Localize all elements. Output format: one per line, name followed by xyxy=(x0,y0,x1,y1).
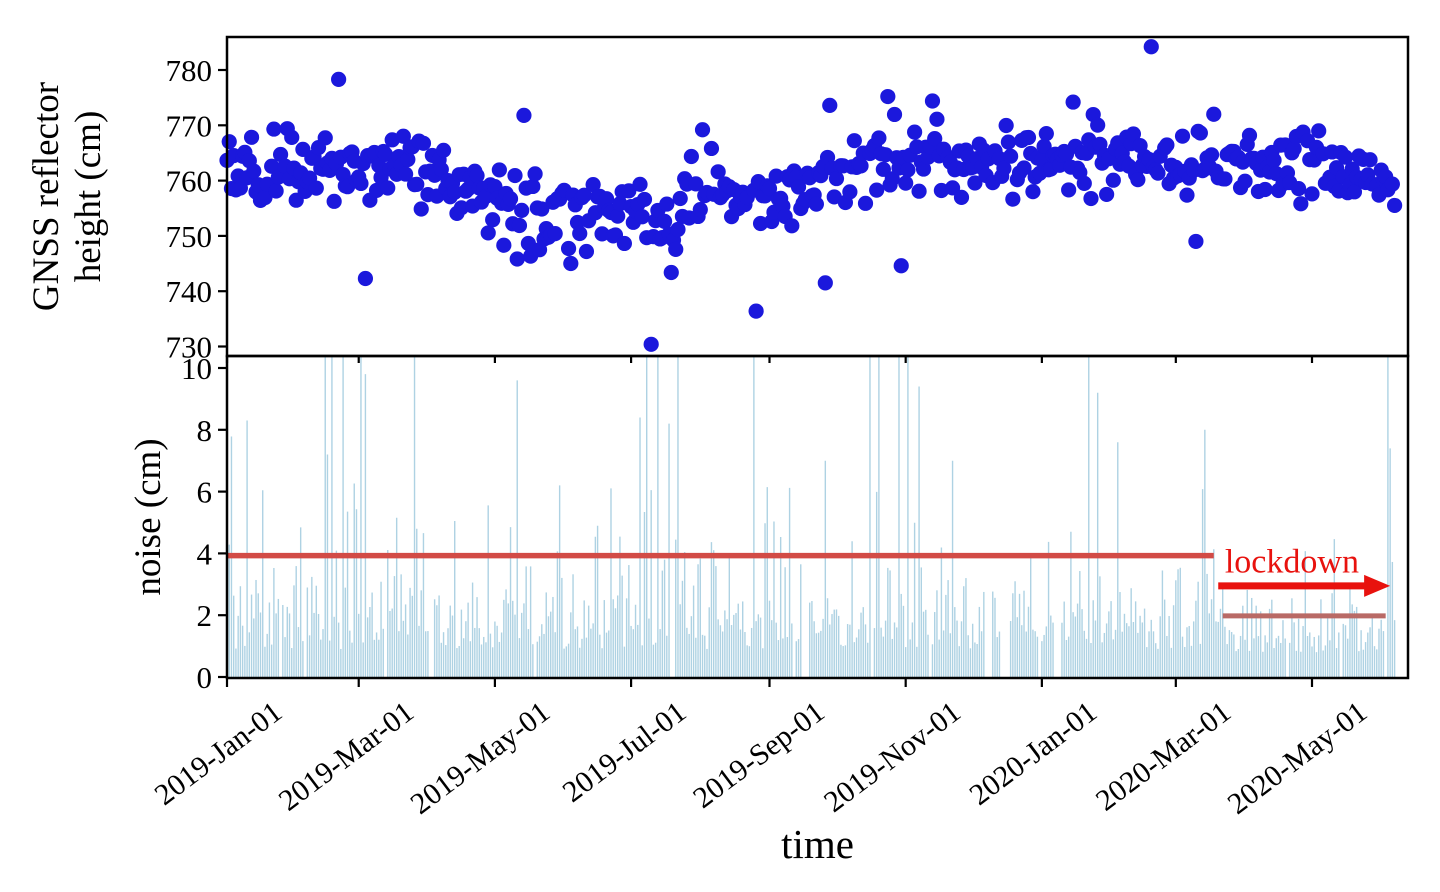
panel-frames xyxy=(225,35,1410,680)
axis-ticks xyxy=(218,68,1314,687)
noise-ytick-label: 2 xyxy=(197,598,213,633)
noise-ytick-label: 4 xyxy=(197,536,213,571)
time-axis-label: time xyxy=(781,821,854,867)
noise-axis-label: noise (cm) xyxy=(128,438,169,595)
height-ytick-label: 780 xyxy=(166,53,213,88)
lockdown-annotations: lockdown xyxy=(227,544,1391,619)
height-axis-label-line1: GNSS reflector xyxy=(26,82,67,311)
x-tick-label: 2019-Jan-01 xyxy=(149,695,289,812)
x-tick-label: 2020-May-01 xyxy=(1222,695,1374,821)
lockdown-label: lockdown xyxy=(1225,544,1359,581)
lockdown-arrow-head xyxy=(1364,574,1391,597)
height-scatter-points xyxy=(219,39,1403,352)
height-ytick-label: 750 xyxy=(166,219,213,254)
x-tick-label: 2020-Jan-01 xyxy=(963,695,1103,812)
height-ytick-label: 770 xyxy=(166,108,213,143)
noise-ytick-label: 0 xyxy=(197,660,213,695)
noise-panel-frame xyxy=(225,354,1410,680)
noise-ytick-label: 8 xyxy=(197,413,213,448)
noise-ytick-label: 6 xyxy=(197,475,213,510)
noise-bars xyxy=(226,355,1396,678)
x-tick-label: 2019-Mar-01 xyxy=(273,695,420,817)
noise-ytick-label: 10 xyxy=(181,351,212,386)
height-ytick-label: 730 xyxy=(166,330,213,365)
height-axis-label-line2: height (cm) xyxy=(68,111,109,283)
x-tick-label: 2020-Mar-01 xyxy=(1090,695,1237,817)
height-ytick-label: 740 xyxy=(166,274,213,309)
height-ytick-label: 760 xyxy=(166,164,213,199)
x-tick-label: 2019-May-01 xyxy=(404,695,556,821)
x-tick-label: 2019-Nov-01 xyxy=(818,695,967,819)
x-tick-label: 2019-Sep-01 xyxy=(687,695,831,815)
axis-titles: GNSS reflector height (cm) noise (cm) time xyxy=(26,82,854,867)
x-tick-label: 2019-Jul-01 xyxy=(557,695,693,809)
